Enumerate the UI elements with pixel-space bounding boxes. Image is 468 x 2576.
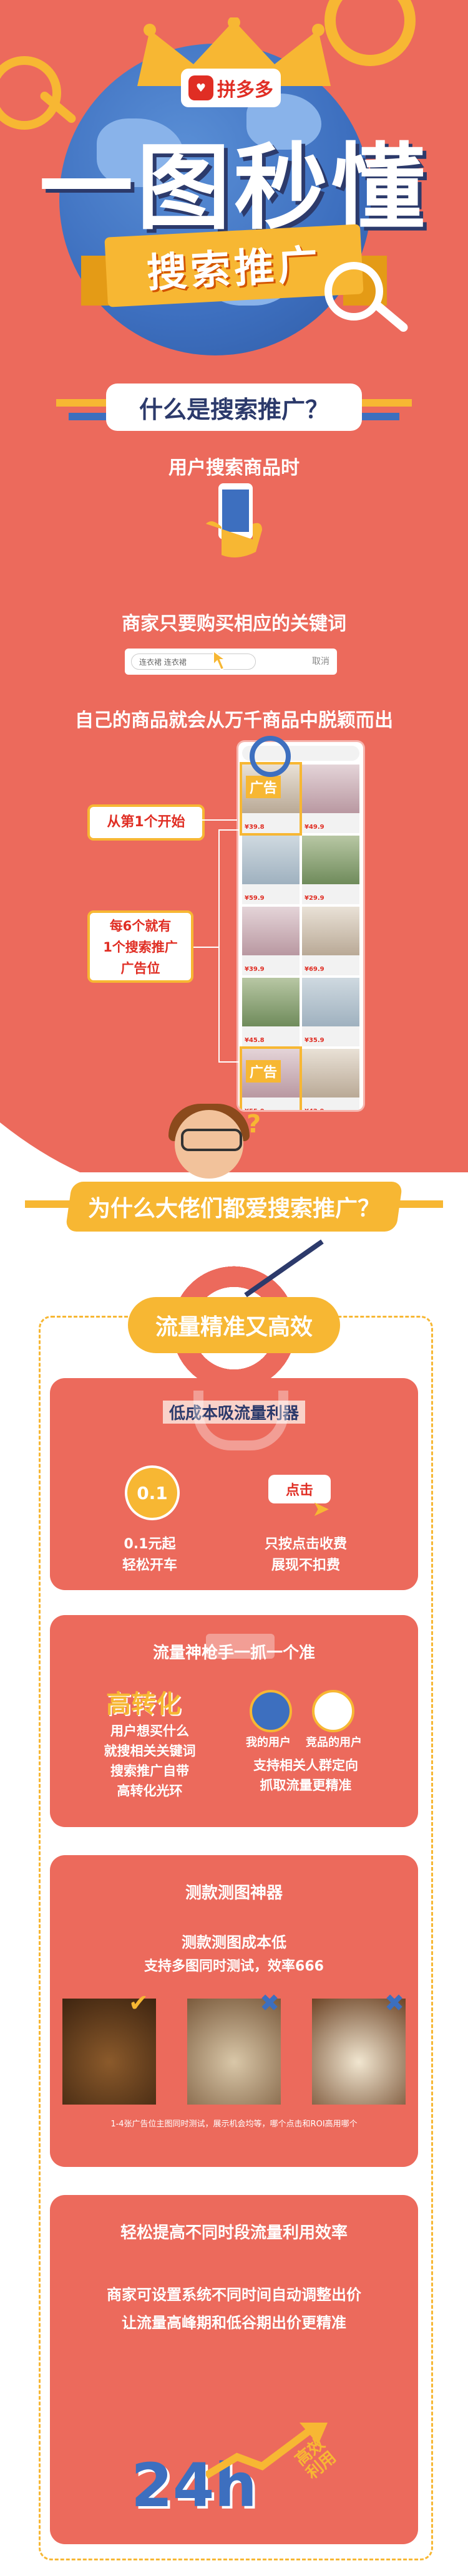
result-item: ¥39.9 (242, 907, 300, 975)
result-grid: 广告 ¥39.8 ¥49.9 ¥59.9 ¥29.9 ¥39.9 ¥69.9 ¥4… (240, 762, 359, 1110)
step1-text: 用户搜索商品时 (168, 457, 300, 479)
brand-name: 拼多多 (217, 79, 273, 101)
hero-subtitle: 搜索推广 (145, 241, 323, 297)
feature-card-testing: 测款测图神器 测款测图成本低 支持多图同时测试，效率666 ✔ ✖ ✖ 1-4张… (50, 1855, 418, 2167)
card4-line2: 让流量高峰期和低谷期出价更精准 (122, 2314, 346, 2332)
result-item-ad: 广告 ¥55.0 (240, 1046, 302, 1110)
click-button-icon: 点击 (268, 1475, 331, 1503)
pdd-logo-icon: ♥ (188, 75, 213, 100)
item-price: ¥39.9 (245, 966, 265, 973)
gun-icon (206, 1634, 275, 1659)
hero-section: ♥ 拼多多 一图秒懂 搜索推广 什么是搜索推广？ 用户搜索商品时 商家只要购买相… (0, 0, 468, 1172)
heading-stripe-left (56, 399, 106, 407)
mascot-glasses-icon (181, 1129, 242, 1151)
product-photo (62, 1999, 156, 2105)
card3-footnote: 1-4张广告位主图同时测试，展示机会均等，哪个点击和ROI高用哪个 (110, 2120, 358, 2129)
heading2-stripe-left (25, 1200, 75, 1208)
my-user-label: 我的用户 (246, 1736, 291, 1749)
question-mark-icon: ? (246, 1110, 261, 1139)
product-photo (312, 1999, 406, 2105)
rising-arrow-icon (206, 2423, 328, 2479)
card1-right-text: 只按点击收费 展现不扣费 (264, 1536, 347, 1573)
cursor-icon: ➤ (312, 1497, 330, 1522)
my-user-icon (250, 1690, 292, 1732)
search-result-screen: 广告 ¥39.8 ¥49.9 ¥59.9 ¥29.9 ¥39.9 ¥69.9 ¥4… (238, 742, 363, 1110)
card1-left-text: 0.1元起 轻松开车 (122, 1536, 177, 1573)
item-price: ¥42.9 (305, 1108, 324, 1110)
cursor-hand-icon (213, 650, 228, 671)
result-item: ¥59.9 (242, 836, 300, 904)
item-price: ¥29.9 (305, 895, 324, 902)
result-item: ¥42.9 (302, 1049, 359, 1110)
step3-text: 自己的商品就会从万千商品中脱颖而出 (75, 710, 393, 731)
label-start: 从第1个开始 (87, 804, 205, 841)
item-price: ¥55.0 (245, 1108, 265, 1110)
banner-text: 流量精准又高效 (155, 1315, 313, 1340)
competitor-user-label: 竞品的用户 (306, 1736, 362, 1749)
result-item: ¥69.9 (302, 907, 359, 975)
high-conversion-badge: 高转化 (106, 1690, 181, 1719)
product-photo (187, 1999, 281, 2105)
card3-line2: 支持多图同时测试，效率666 (144, 1959, 324, 1974)
result-item-ad: 广告 ¥39.8 (240, 762, 302, 836)
section1-heading-box: 什么是搜索推广？ (106, 384, 362, 431)
24h-text: 24h (131, 2451, 257, 2521)
card2-title-wrap: 流量神枪手一抓一个准 (50, 1640, 418, 1663)
card2-right-text: 支持相关人群定向 抓取流量更精准 (253, 1758, 358, 1793)
label-every6: 每6个就有 1个搜索推广 广告位 (87, 910, 193, 983)
search-cancel: 取消 (312, 657, 329, 667)
connector-line (193, 947, 218, 948)
card2-left-text: 用户想买什么 就搜相关关键词 搜索推广自带 高转化光环 (104, 1724, 196, 1798)
result-item: ¥45.8 (242, 978, 300, 1046)
heading-stripe-right-blue (362, 413, 399, 420)
hero-title: 一图秒懂 (39, 134, 429, 243)
connector-line (200, 819, 237, 821)
globe-land (97, 118, 184, 187)
magnet-icon (193, 1391, 288, 1450)
card4-title: 轻松提高不同时段流量利用效率 (120, 2224, 348, 2242)
coin-icon: 0.1 (125, 1465, 180, 1520)
search-input: 连衣裙 连衣裙 (131, 654, 256, 670)
result-item: ¥29.9 (302, 836, 359, 904)
card3-title: 测款测图神器 (185, 1884, 283, 1903)
card3-line1: 测款测图成本低 (182, 1934, 286, 1951)
feature-card-precision: 流量神枪手一抓一个准 高转化 用户想买什么 就搜相关关键词 搜索推广自带 高转化… (50, 1615, 418, 1827)
item-price: ¥45.8 (245, 1037, 265, 1044)
item-price: ¥49.9 (305, 824, 324, 831)
item-price: ¥59.9 (245, 895, 265, 902)
heading2-stripe-right (393, 1200, 443, 1208)
card2-title: 流量神枪手一抓一个准 (152, 1644, 315, 1662)
result-item: ¥35.9 (302, 978, 359, 1046)
feature-card-timing: 轻松提高不同时段流量利用效率 商家可设置系统不同时间自动调整出价 让流量高峰期和… (50, 2195, 418, 2544)
item-price: ¥39.8 (245, 824, 265, 831)
magnifier-icon (324, 262, 383, 321)
phone-in-hand-icon (206, 483, 262, 557)
section2-heading: 为什么大佬们都爱搜索推广？ (87, 1196, 380, 1222)
card4-title-wrap: 轻松提高不同时段流量利用效率 (50, 2220, 418, 2243)
magnifier-icon (250, 736, 291, 777)
heading-stripe-left-blue (69, 413, 106, 420)
cross-icon: ✖ (384, 1989, 404, 2017)
step2-text: 商家只要购买相应的关键词 (122, 613, 346, 635)
banner-pill: 流量精准又高效 (128, 1297, 340, 1353)
card4-line1: 商家可设置系统不同时间自动调整出价 (107, 2286, 361, 2303)
ad-tag: 广告 (246, 1060, 281, 1083)
connector-bracket (218, 829, 238, 1063)
brand-logo: ♥ 拼多多 (181, 69, 281, 107)
competitor-user-icon (312, 1690, 354, 1732)
section2-heading-box: 为什么大佬们都爱搜索推广？ (65, 1182, 403, 1232)
item-price: ¥35.9 (305, 1037, 324, 1044)
ad-tag: 广告 (246, 776, 281, 798)
card3-title-wrap: 测款测图神器 (50, 1880, 418, 1903)
search-bar-mock: 连衣裙 连衣裙 取消 (125, 649, 337, 675)
section1-heading: 什么是搜索推广？ (139, 395, 329, 423)
item-price: ¥69.9 (305, 966, 324, 973)
feature-card-cost: 低成本吸流量利器 0.1 0.1元起 轻松开车 点击 ➤ 只按点击收费 展现不扣… (50, 1378, 418, 1590)
heading-stripe-right (362, 399, 412, 407)
result-item: ¥49.9 (302, 765, 359, 833)
cross-icon: ✖ (260, 1989, 280, 2017)
check-icon: ✔ (129, 1989, 149, 2017)
magnifier-handle-icon (370, 299, 410, 334)
